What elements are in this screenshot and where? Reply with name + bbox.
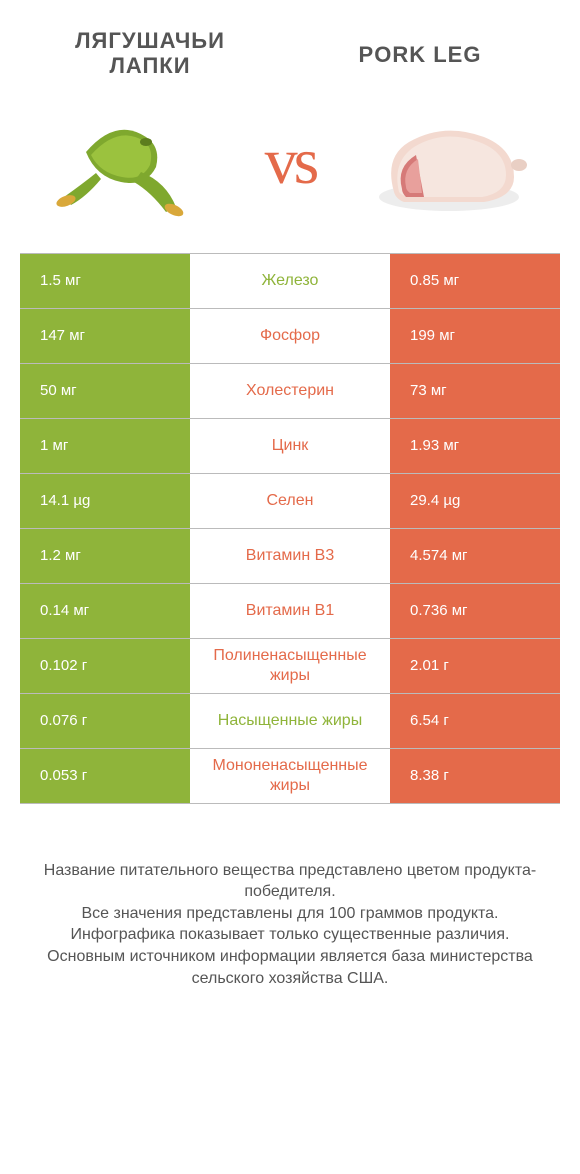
footnote: Название питательного вещества представл… [0,804,580,990]
left-value: 14.1 µg [20,474,190,528]
comparison-table: 1.5 мгЖелезо0.85 мг147 мгФосфор199 мг50 … [20,253,560,804]
table-row: 14.1 µgСелен29.4 µg [20,474,560,529]
table-row: 0.14 мгВитамин B10.736 мг [20,584,560,639]
vs-label: vs [265,124,316,200]
footnote-line: Название питательного вещества представл… [18,860,562,903]
pork-leg-icon [364,97,534,227]
nutrient-label: Железо [190,254,390,308]
right-value: 0.736 мг [390,584,560,638]
nutrient-label: Витамин B1 [190,584,390,638]
title-left: ЛЯГУШАЧЬИ ЛАПКИ [40,28,260,79]
table-row: 0.053 гМононенасыщенные жиры8.38 г [20,749,560,804]
right-value: 8.38 г [390,749,560,803]
left-value: 0.076 г [20,694,190,748]
nutrient-label: Селен [190,474,390,528]
right-value: 6.54 г [390,694,560,748]
footnote-line: Основным источником информации является … [18,946,562,989]
table-row: 0.102 гПолиненасыщенные жиры2.01 г [20,639,560,694]
right-value: 199 мг [390,309,560,363]
left-value: 1 мг [20,419,190,473]
right-value: 2.01 г [390,639,560,693]
table-row: 147 мгФосфор199 мг [20,309,560,364]
titles-row: ЛЯГУШАЧЬИ ЛАПКИ PORK LEG [0,0,580,79]
right-value: 4.574 мг [390,529,560,583]
nutrient-label: Цинк [190,419,390,473]
left-value: 0.102 г [20,639,190,693]
nutrient-label: Фосфор [190,309,390,363]
left-value: 0.053 г [20,749,190,803]
nutrient-label: Полиненасыщенные жиры [190,639,390,693]
left-value: 1.2 мг [20,529,190,583]
table-row: 50 мгХолестерин73 мг [20,364,560,419]
table-row: 0.076 гНасыщенные жиры6.54 г [20,694,560,749]
hero-row: vs [0,79,580,253]
footnote-line: Инфографика показывает только существенн… [18,924,562,946]
right-value: 1.93 мг [390,419,560,473]
right-value: 0.85 мг [390,254,560,308]
nutrient-label: Витамин B3 [190,529,390,583]
title-right: PORK LEG [320,42,520,79]
left-value: 147 мг [20,309,190,363]
table-row: 1.2 мгВитамин B34.574 мг [20,529,560,584]
left-value: 0.14 мг [20,584,190,638]
frog-legs-icon [46,97,216,227]
left-value: 50 мг [20,364,190,418]
footnote-line: Все значения представлены для 100 граммо… [18,903,562,925]
nutrient-label: Холестерин [190,364,390,418]
right-value: 73 мг [390,364,560,418]
right-value: 29.4 µg [390,474,560,528]
table-row: 1 мгЦинк1.93 мг [20,419,560,474]
left-value: 1.5 мг [20,254,190,308]
nutrient-label: Мононенасыщенные жиры [190,749,390,803]
nutrient-label: Насыщенные жиры [190,694,390,748]
table-row: 1.5 мгЖелезо0.85 мг [20,254,560,309]
